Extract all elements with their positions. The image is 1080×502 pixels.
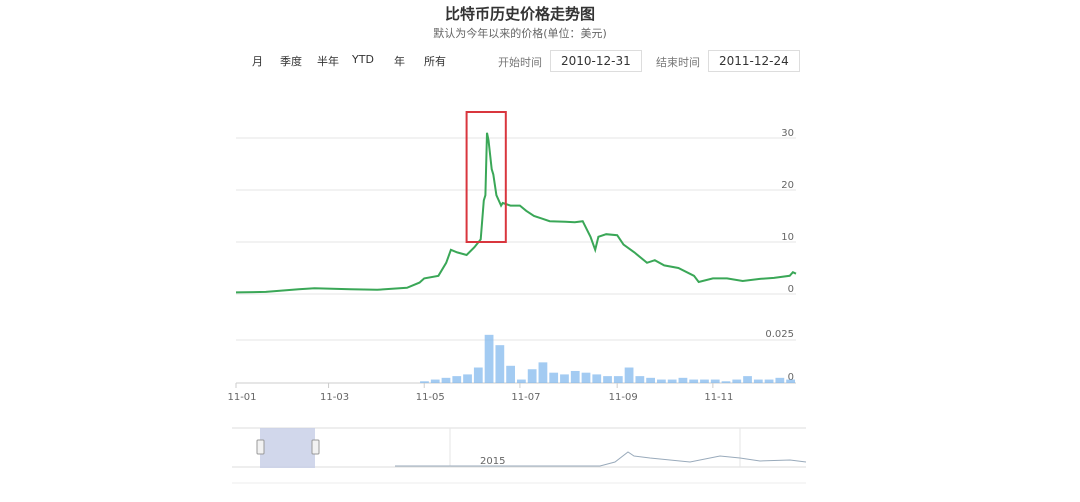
volume-bar <box>430 379 440 383</box>
x-tick-label: 11-01 <box>227 392 256 403</box>
volume-bar <box>473 367 483 383</box>
end-date-input[interactable]: 2011-12-24 <box>708 50 800 72</box>
volume-bar <box>700 379 709 383</box>
volume-bar <box>592 374 602 383</box>
volume-y-tick-label: 0 <box>788 372 794 383</box>
volume-bar <box>786 379 795 383</box>
range-button-month[interactable]: 月 <box>252 55 263 68</box>
volume-bar <box>613 376 623 383</box>
volume-bar <box>538 362 548 383</box>
x-tick-label: 11-11 <box>704 392 733 403</box>
volume-bar <box>710 379 720 383</box>
start-date-label: 开始时间 <box>498 56 542 69</box>
volume-bar <box>570 370 580 383</box>
x-tick-label: 11-03 <box>320 392 349 403</box>
volume-bar <box>764 379 774 383</box>
volume-bar <box>506 365 515 383</box>
range-selector: 月 季度 半年 YTD 年 所有 开始时间 2010-12-31 结束时间 20… <box>238 50 808 74</box>
volume-bar <box>667 379 677 383</box>
x-tick-label: 11-05 <box>416 392 445 403</box>
y-tick-label: 0 <box>788 284 794 295</box>
start-date-input[interactable]: 2010-12-31 <box>550 50 642 72</box>
volume-bar <box>732 379 742 383</box>
navigator-series <box>395 451 807 467</box>
volume-y-tick-label: 0.025 <box>765 329 794 340</box>
volume-bar <box>743 376 752 383</box>
y-tick-label: 10 <box>781 232 794 243</box>
volume-bar <box>441 377 451 383</box>
range-button-ytd[interactable]: YTD <box>352 53 374 66</box>
volume-bar <box>657 379 666 383</box>
volume-bar <box>517 379 526 383</box>
x-tick-label: 11-09 <box>609 392 638 403</box>
volume-bar <box>635 376 645 383</box>
volume-bar <box>495 345 505 383</box>
volume-bar <box>753 379 763 383</box>
volume-bar <box>689 379 699 383</box>
range-button-half-year[interactable]: 半年 <box>317 55 339 68</box>
navigator-year-label: 2015 <box>480 456 505 467</box>
volume-bar <box>527 369 537 383</box>
range-button-all[interactable]: 所有 <box>424 55 446 68</box>
navigator-selection[interactable] <box>260 428 315 468</box>
volume-bar <box>581 372 591 383</box>
volume-bar <box>463 374 472 383</box>
volume-bar <box>452 376 462 383</box>
y-tick-label: 30 <box>781 128 794 139</box>
navigator[interactable]: 2015 <box>232 427 807 484</box>
range-button-year[interactable]: 年 <box>394 55 405 68</box>
end-date-label: 结束时间 <box>656 56 700 69</box>
navigator-handle[interactable] <box>311 439 320 455</box>
volume-bar <box>678 377 688 383</box>
volume-bar <box>549 372 559 383</box>
volume-bar <box>484 334 494 383</box>
price-line <box>235 132 797 294</box>
volume-bar <box>624 367 634 383</box>
range-button-quarter[interactable]: 季度 <box>280 55 302 68</box>
volume-bar <box>603 376 612 383</box>
navigator-handle[interactable] <box>256 439 265 455</box>
volume-bar <box>420 381 429 383</box>
chart-subtitle: 默认为今年以来的价格(单位：美元) <box>433 27 607 40</box>
volume-bar <box>775 377 785 383</box>
x-tick-label: 11-07 <box>511 392 540 403</box>
chart-title: 比特币历史价格走势图 <box>444 5 595 23</box>
volume-bar <box>560 374 569 383</box>
volume-bar <box>721 381 731 383</box>
y-tick-label: 20 <box>781 180 794 191</box>
volume-bar <box>646 377 655 383</box>
highlight-box <box>465 111 507 243</box>
